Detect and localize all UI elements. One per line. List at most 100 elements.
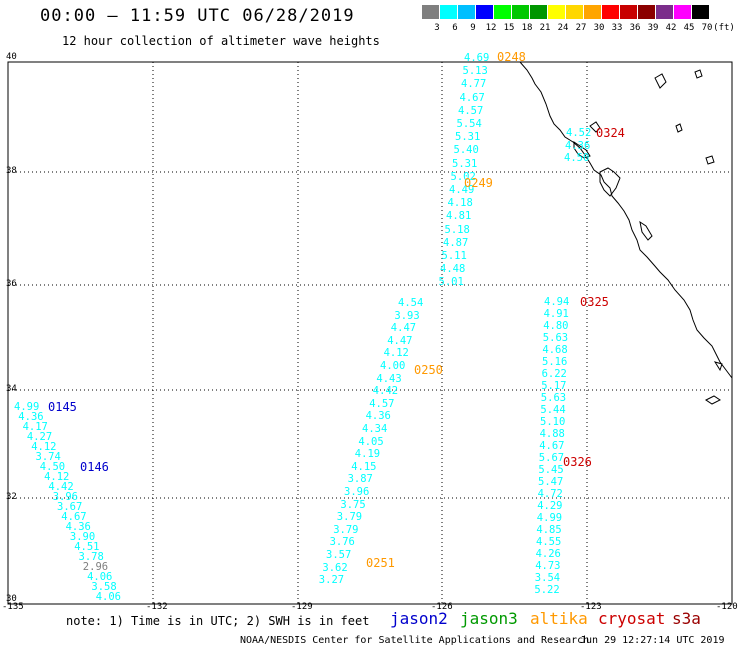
wave-height-value: 5.63 xyxy=(542,332,569,344)
colorbar-tick-label: 27 xyxy=(575,23,587,33)
colorbar-swatch xyxy=(422,5,439,19)
colorbar-tick-label: 18 xyxy=(521,23,533,33)
wave-height-value: 3.79 xyxy=(336,511,363,524)
wave-height-value: 4.99 xyxy=(536,512,563,524)
wave-height-value: 4.06 xyxy=(87,571,113,583)
colorbar-swatch xyxy=(512,5,529,19)
generation-timestamp: Jun 29 12:27:14 UTC 2019 xyxy=(580,635,725,646)
wave-height-value: 4.99 xyxy=(14,401,40,413)
wave-height-value: 4.49 xyxy=(449,184,475,196)
map-frame xyxy=(7,61,733,605)
colorbar-tick-label: 9 xyxy=(470,23,476,33)
wave-height-value: 4.00 xyxy=(380,360,406,372)
wave-height-value: 5.47 xyxy=(538,476,564,488)
colorbar-swatch xyxy=(674,5,691,19)
colorbar-swatch xyxy=(620,5,637,19)
colorbar-swatch xyxy=(440,5,457,19)
lat-label: 38 xyxy=(6,166,17,176)
colorbar-tick-label: 33 xyxy=(611,23,623,33)
coastline xyxy=(519,61,733,405)
colorbar-swatch xyxy=(656,5,673,19)
wave-height-value: 5.54 xyxy=(456,118,482,130)
colorbar-tick-label: 36 xyxy=(629,23,641,33)
wave-height-value: 4.29 xyxy=(537,500,563,512)
wave-height-value: 4.12 xyxy=(31,441,57,453)
wave-height-value: 4.67 xyxy=(61,511,87,523)
wave-height-value: 4.87 xyxy=(443,236,469,249)
legend-cryosat: cryosat xyxy=(598,609,666,628)
lon-label: -129 xyxy=(291,602,313,612)
pass-time-label: 0324 xyxy=(596,126,625,140)
colorbar-tick-label: 6 xyxy=(452,23,458,33)
wave-height-value: 4.73 xyxy=(535,560,561,572)
wave-height-value: 4.80 xyxy=(543,320,569,332)
footnote: note: 1) Time is in UTC; 2) SWH is in fe… xyxy=(66,614,370,628)
pass-time-label: 0249 xyxy=(464,176,493,190)
colorbar-swatch xyxy=(494,5,511,19)
wave-height-value: 4.85 xyxy=(536,524,562,536)
wave-height-value: 5.31 xyxy=(452,157,478,170)
wave-height-value: 4.72 xyxy=(537,488,563,500)
wave-height-value: 4.34 xyxy=(362,423,388,435)
pass-time-label: 0250 xyxy=(414,363,443,377)
wave-height-value: 4.06 xyxy=(95,591,121,603)
wave-height-value: 5.11 xyxy=(441,250,467,262)
wave-height-value: 5.31 xyxy=(455,131,481,144)
wave-height-value: 5.22 xyxy=(534,584,560,596)
pass-time-label: 0251 xyxy=(366,556,395,570)
wave-height-value: 3.75 xyxy=(340,498,366,511)
colorbar-tick-label: 45 xyxy=(683,23,695,33)
wave-height-value: 3.79 xyxy=(333,523,359,536)
wave-height-value: 4.17 xyxy=(22,421,48,433)
colorbar-swatch xyxy=(584,5,601,19)
colorbar-swatch xyxy=(476,5,493,19)
colorbar-swatch xyxy=(458,5,475,19)
pass-time-label: 0248 xyxy=(497,50,526,64)
pass-time-label: 0326 xyxy=(563,455,592,469)
wave-height-value: 4.51 xyxy=(74,541,100,553)
lat-label: 32 xyxy=(6,492,17,502)
wave-height-value: 3.87 xyxy=(347,473,373,486)
wave-height-value: 4.42 xyxy=(48,481,74,493)
wave-height-value: 4.88 xyxy=(539,428,565,440)
wave-height-value: 3.76 xyxy=(329,536,355,549)
colorbar-tick-label: 12 xyxy=(485,23,497,33)
lat-label: 36 xyxy=(6,279,17,289)
colorbar-swatch xyxy=(602,5,619,19)
wave-height-value: 4.57 xyxy=(369,397,395,410)
wave-height-value: 4.12 xyxy=(44,471,70,483)
wave-height-value: 5.63 xyxy=(540,392,567,404)
legend-jason3: jason3 xyxy=(460,609,518,628)
pass-time-label: 0145 xyxy=(48,400,77,414)
pass-time-label: 0146 xyxy=(80,460,109,474)
wave-height-value: 3.27 xyxy=(318,574,345,587)
wave-height-value: 4.05 xyxy=(358,435,384,448)
wave-height-value: 5.17 xyxy=(541,380,567,392)
wave-height-value: 6.22 xyxy=(541,368,567,380)
wave-height-value: 4.57 xyxy=(458,104,484,117)
wave-height-value: 4.15 xyxy=(351,460,377,473)
lon-label: -123 xyxy=(580,602,602,612)
lon-label: -120 xyxy=(716,602,738,612)
colorbar-swatch xyxy=(692,5,709,19)
wave-height-value: 4.19 xyxy=(354,448,381,461)
wave-height-value: 5.02 xyxy=(450,170,476,183)
wave-height-value: 4.67 xyxy=(539,440,565,452)
wave-height-value: 4.81 xyxy=(446,210,472,223)
wave-height-value: 4.27 xyxy=(26,431,53,443)
wave-height-value: 3.74 xyxy=(35,451,61,463)
wave-height-value: 4.67 xyxy=(459,91,485,104)
credit-line: NOAA/NESDIS Center for Satellite Applica… xyxy=(240,635,590,646)
legend-altika: altika xyxy=(530,609,588,628)
wave-height-value: 5.13 xyxy=(462,65,488,78)
colorbar-unit: (ft) xyxy=(713,23,735,33)
wave-height-value: 3.62 xyxy=(322,561,348,574)
wave-height-value: 4.12 xyxy=(383,347,409,360)
colorbar-tick-label: 30 xyxy=(593,23,605,33)
wave-height-value: 3.96 xyxy=(344,486,370,498)
lon-label: -135 xyxy=(2,602,24,612)
wave-height-value: 4.55 xyxy=(536,536,562,548)
wave-height-value: 5.16 xyxy=(542,356,568,368)
wave-height-value: 4.36 xyxy=(18,411,44,423)
wave-height-value: 5.45 xyxy=(538,464,564,476)
